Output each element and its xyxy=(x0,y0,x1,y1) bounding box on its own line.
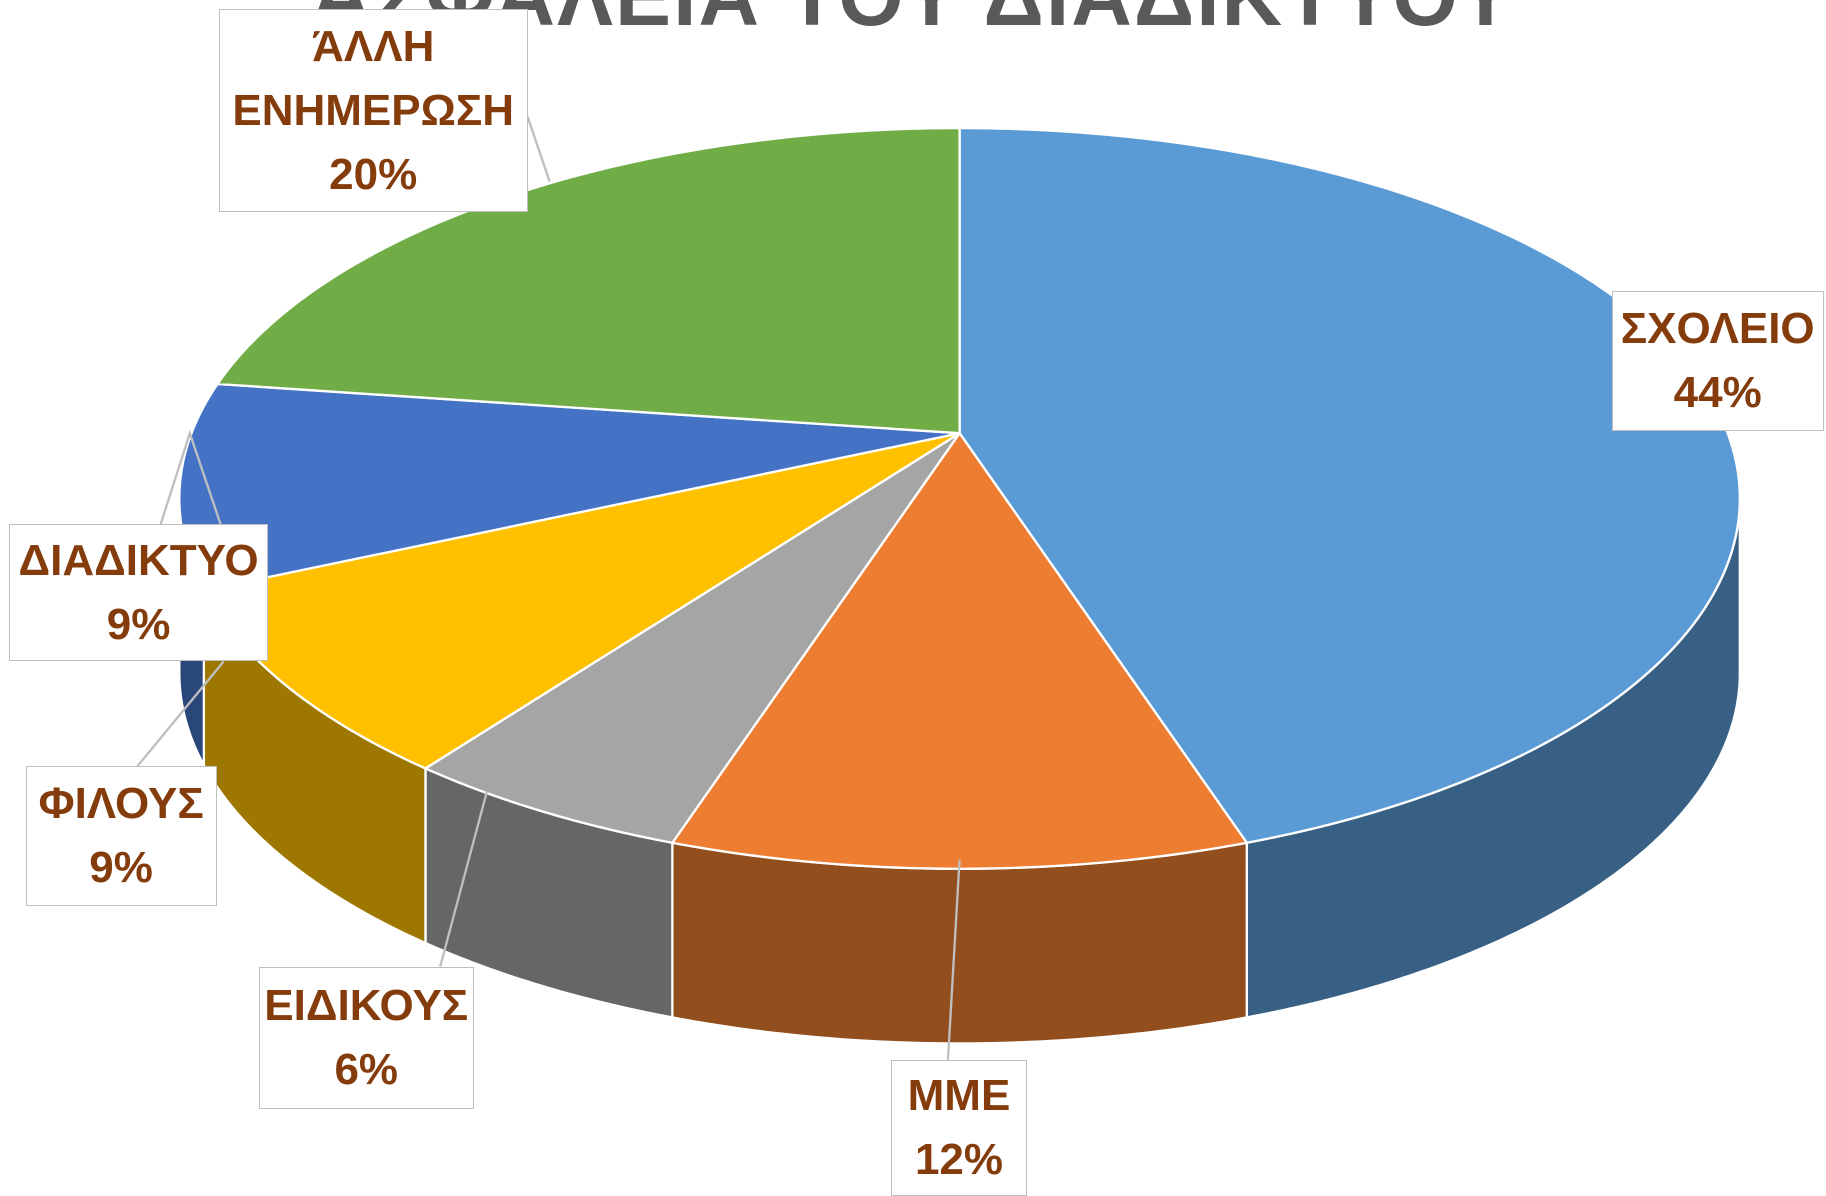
label-value: 20% xyxy=(329,149,418,199)
data-label: ΔΙΑΔΙΚΤΥΟ 9% xyxy=(9,524,268,662)
label-category: ΕΙΔΙΚΟΥΣ xyxy=(264,980,469,1030)
label-value: 12% xyxy=(914,1134,1004,1184)
data-label: ΣΧΟΛΕΙΟ 44% xyxy=(1611,291,1824,431)
label-category: ΣΧΟΛΕΙΟ xyxy=(1620,303,1815,353)
leader-line xyxy=(159,429,223,527)
label-value: 6% xyxy=(334,1044,399,1094)
leader-line xyxy=(439,791,488,967)
label-category: ΜΜΕ xyxy=(907,1070,1011,1120)
label-category: ΦΙΛΟΥΣ xyxy=(38,779,204,829)
label-category: ΔΙΑΔΙΚΤΥΟ xyxy=(18,535,259,585)
leader-line xyxy=(946,859,961,1060)
data-label: ΜΜΕ 12% xyxy=(890,1059,1028,1196)
label-value: 9% xyxy=(89,843,153,893)
label-value: 9% xyxy=(106,599,171,649)
data-label: ΕΙΔΙΚΟΥΣ 6% xyxy=(258,966,474,1109)
leader-line xyxy=(136,660,225,768)
data-label: ΦΙΛΟΥΣ 9% xyxy=(25,766,217,906)
leader-line xyxy=(526,116,551,183)
slice xyxy=(422,432,961,845)
label-value: 44% xyxy=(1673,367,1762,417)
data-label: ΆΛΛΗ ΕΝΗΜΕΡΩΣΗ 20% xyxy=(218,9,528,212)
label-category: ΆΛΛΗ ΕΝΗΜΕΡΩΣΗ xyxy=(232,21,515,135)
